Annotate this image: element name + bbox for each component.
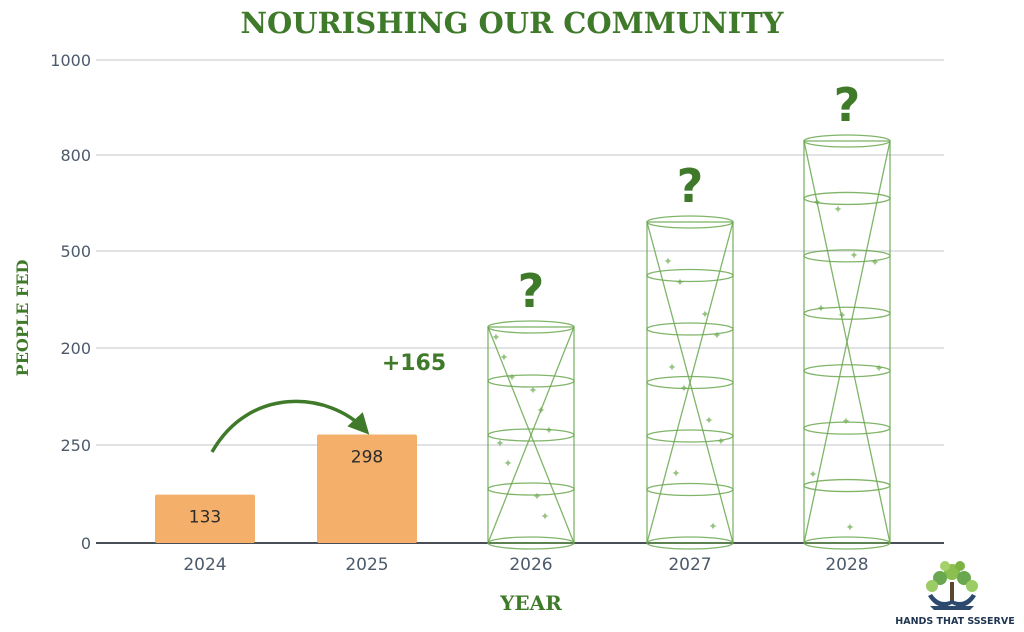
y-tick-label: 200 [60,339,91,358]
sparkle: ✦ [874,362,883,375]
growth-annotation: +165 [382,351,446,376]
projected-bar-ring [487,320,575,334]
sparkle: ✦ [507,371,516,384]
sparkle: ✦ [675,276,684,289]
logo-text: HANDS THAT SSSERVE [895,616,1014,627]
sparkle: ✦ [663,255,672,268]
x-tick-label: 2026 [509,555,552,575]
y-axis-ticks: 0 250 200 500 800 1000 [50,51,91,553]
y-tick-label: 500 [60,242,91,261]
projected-bar-ring [487,482,575,496]
projected-bars: ✦✦✦✦✦✦✦✦✦✦?✦✦✦✦✦✦✦✦✦✦? ✦✦✦✦✦✦✦✦✦✦? [487,78,891,550]
sparkle: ✦ [845,521,854,534]
projected-bar-ring [646,268,734,283]
bar [317,434,417,543]
hands-tree-logo [926,561,978,610]
sparkle: ✦ [712,329,721,342]
projected-bar-ring [803,421,891,435]
projected-bar: ✦ ✦ ✦ ✦ ✦ ✦ ✦ ✦ ✦ ✦? [487,264,575,550]
projected-bar-brace [487,326,575,544]
projected-bar-ring [646,375,734,390]
sparkle: ✦ [708,520,717,533]
projected-bar: ✦✦✦✦✦✦✦✦✦✦? [646,159,734,550]
sparkle: ✦ [544,424,553,437]
bar-data-label: 133 [189,508,221,528]
sparkle: ✦ [536,404,545,417]
projected-bar-brace [646,221,734,544]
projected-bar-ring [803,249,891,263]
sparkle: ✦ [700,308,709,321]
projected-bar-ring [803,191,891,206]
y-tick-label: 250 [60,436,91,455]
y-axis-label: PEOPLE FED [13,260,32,377]
bars: 133 298 [155,434,417,543]
projected-bar-ring [487,536,575,550]
sparkle: ✦ [495,437,504,450]
sparkle: ✦ [671,467,680,480]
sparkle: ✦ [841,415,850,428]
x-axis-ticks: 2024 2025 2026 2027 2028 [183,555,868,575]
sparkle: ✦ [704,414,713,427]
projected-bar-ring [803,478,891,493]
projected-bar-ring [487,428,575,442]
sparkle: ✦ [870,256,879,269]
sparkle: ✦ [812,196,821,209]
sparkle: ✦ [499,351,508,364]
projected-bar-ring [646,536,734,550]
sparkle: ✦ [528,384,537,397]
y-tick-label: 1000 [50,51,91,70]
projected-bar-brace [803,140,891,544]
question-mark: ? [677,159,704,213]
sparkle: ✦ [833,203,842,216]
projected-bar-ring [803,536,891,550]
x-tick-label: 2027 [668,555,711,575]
projected-bar-ring [803,306,891,320]
chart-title: NOURISHING OUR COMMUNITY [241,6,784,40]
sparkle: ✦ [532,490,541,503]
x-tick-label: 2024 [183,555,226,575]
projected-bar-ring [646,322,734,336]
sparkle: ✦ [837,309,846,322]
growth-arrow [210,399,370,453]
projected-bar-ring [803,364,891,378]
sparkle: ✦ [716,435,725,448]
sparkle: ✦ [849,249,858,262]
projected-bar: ✦ ✦ ✦ ✦ ✦ ✦ ✦ ✦ ✦ ✦? [803,78,891,550]
bar [155,494,255,543]
projected-bar-ring [487,374,575,388]
sparkle: ✦ [503,457,512,470]
projected-bar-ring [646,215,734,229]
bar-data-label: 298 [351,448,383,468]
sparkle: ✦ [540,510,549,523]
projected-bar-ring [803,134,891,148]
sparkle: ✦ [667,361,676,374]
projected-bar-ring [646,482,734,497]
projected-bar-ring [646,429,734,443]
x-tick-label: 2028 [825,555,868,575]
sparkle: ✦ [816,302,825,315]
x-tick-label: 2025 [345,555,388,575]
y-tick-label: 0 [81,534,91,553]
x-axis-label: YEAR [499,591,562,615]
sparkle: ✦ [808,468,817,481]
projected-bar-frame [803,140,891,544]
question-mark: ? [834,78,861,132]
sparkle: ✦ [491,331,500,344]
y-tick-label: 800 [60,146,91,165]
sparkle: ✦ [679,382,688,395]
question-mark: ? [518,264,545,318]
